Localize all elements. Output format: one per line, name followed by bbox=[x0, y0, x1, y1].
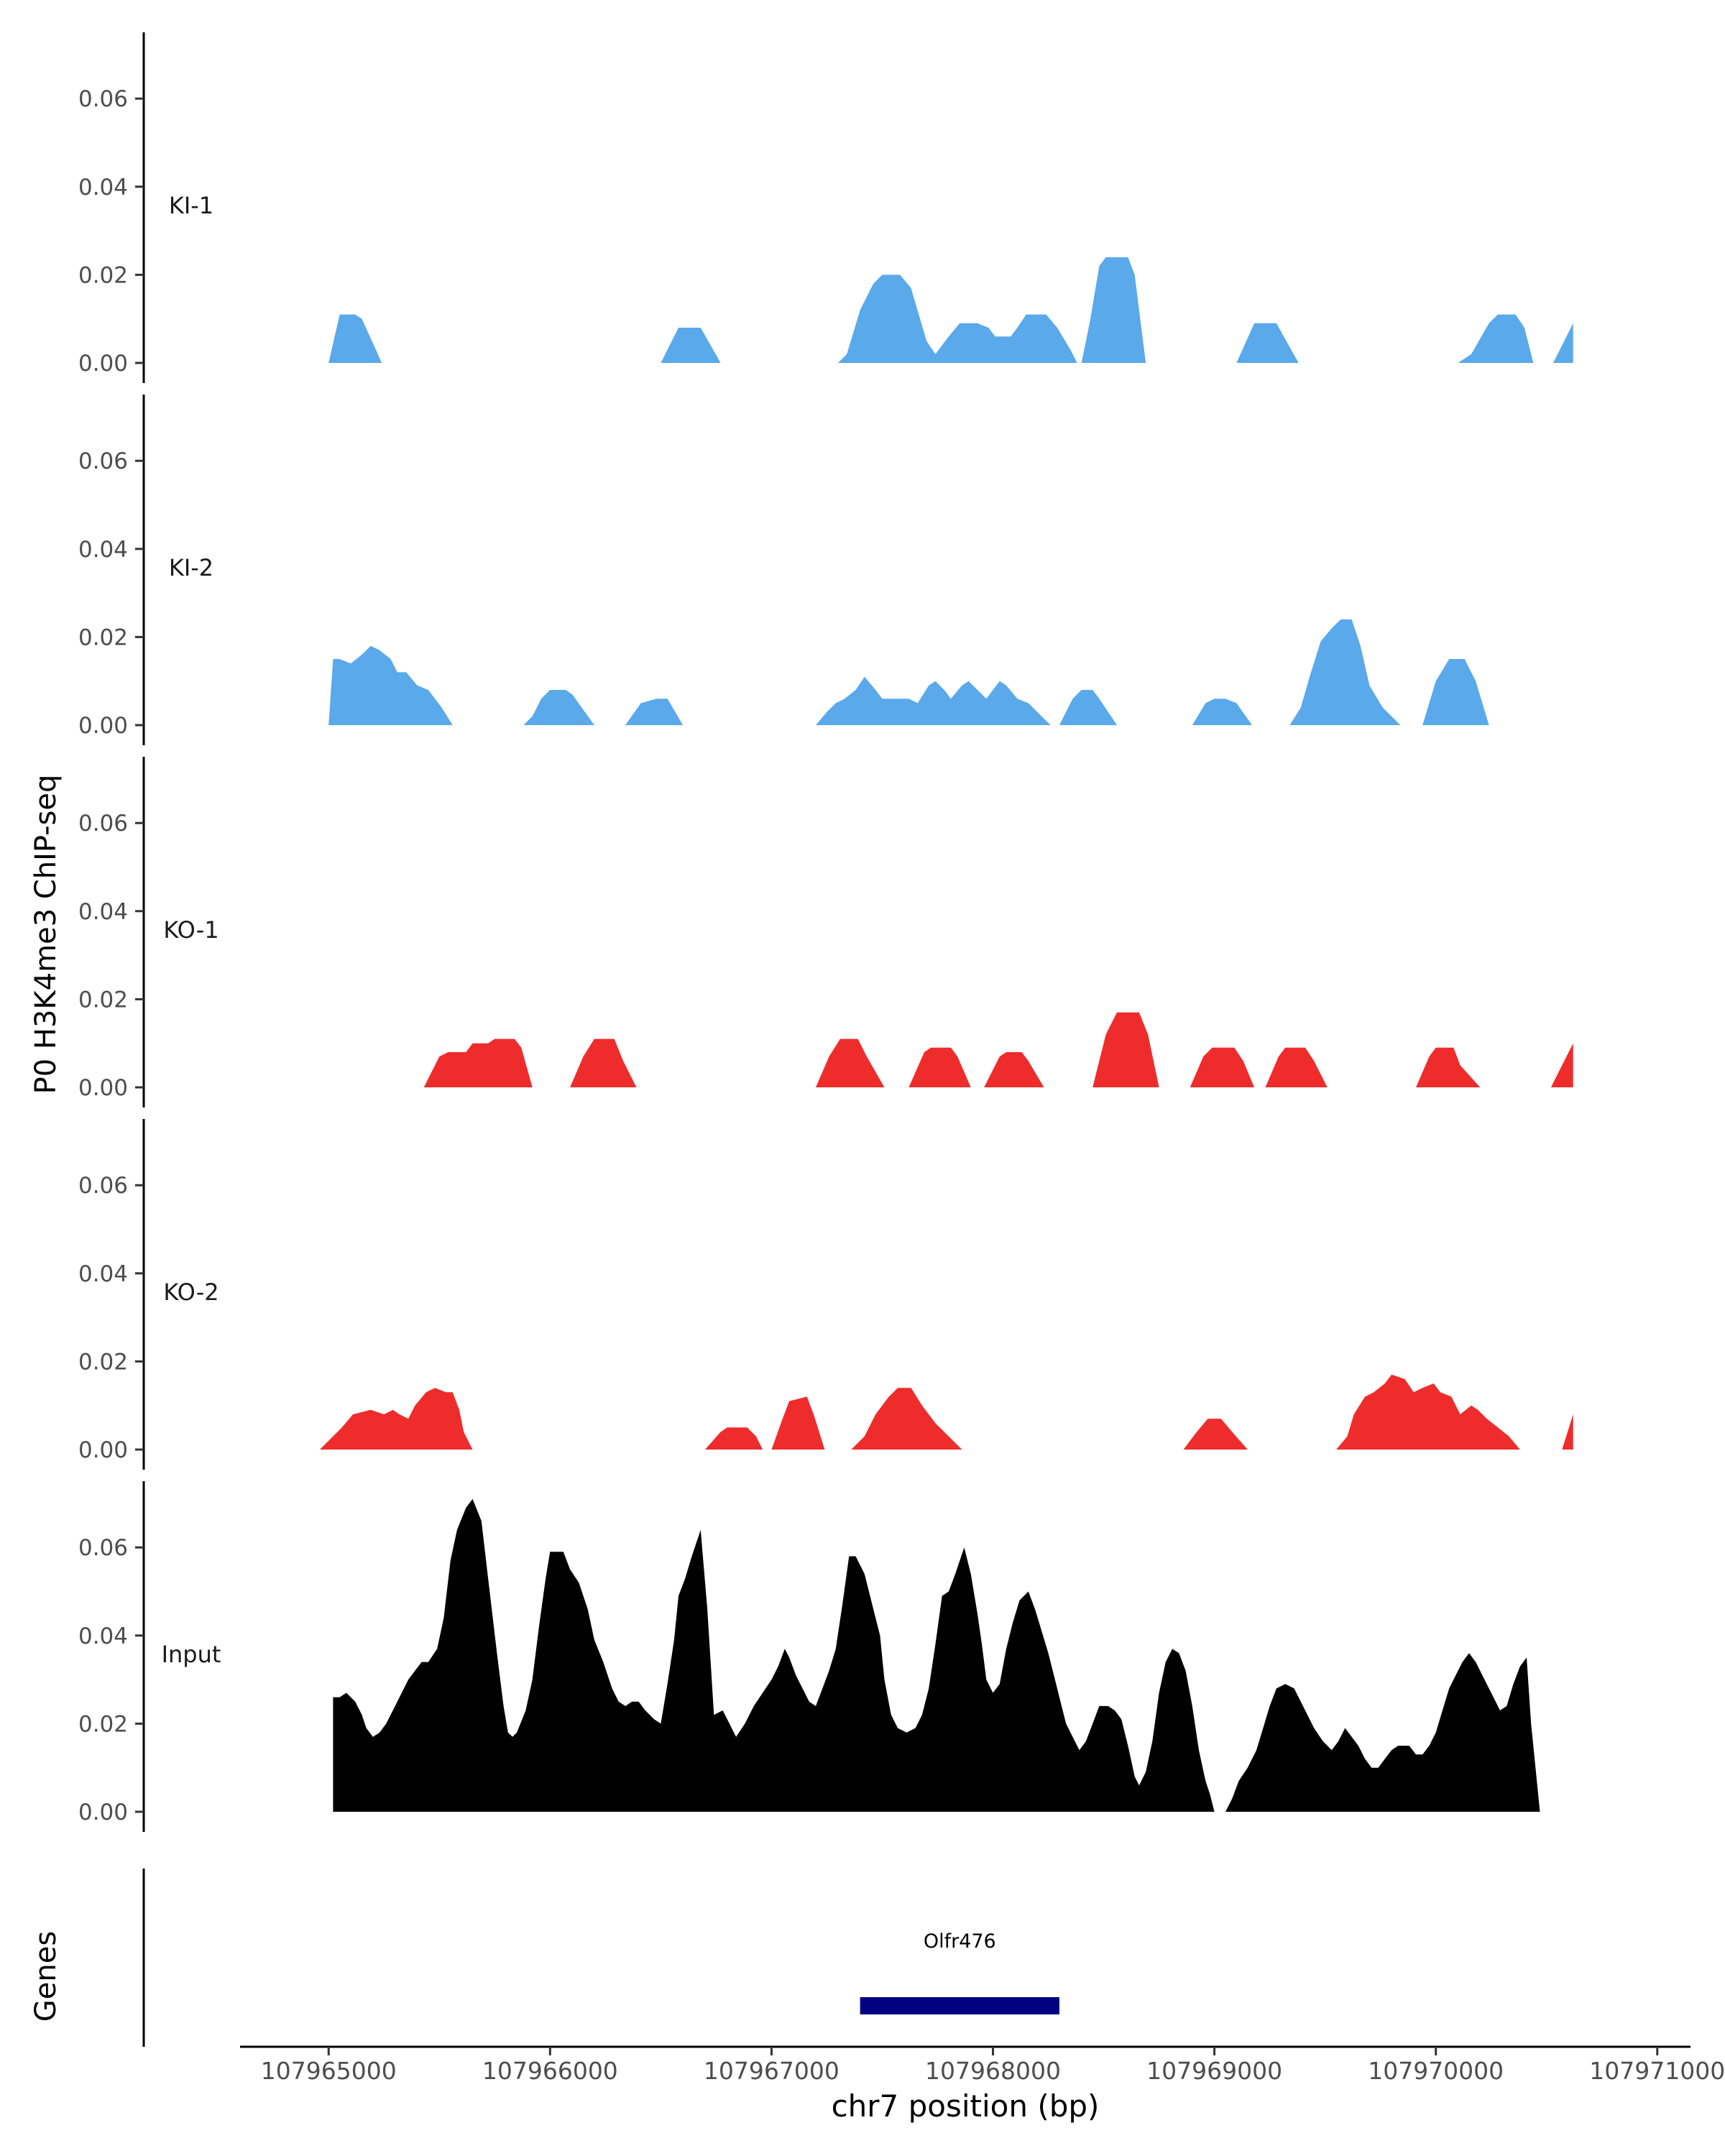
y-tick-label: 0.02 bbox=[78, 987, 128, 1013]
x-tick-label: 107966000 bbox=[482, 2057, 618, 2085]
track-label: KO-1 bbox=[163, 916, 218, 944]
coverage-area bbox=[328, 619, 1489, 725]
y-tick-label: 0.04 bbox=[78, 175, 128, 201]
genes-track-title: Genes bbox=[29, 1931, 63, 2022]
track-label: KO-2 bbox=[163, 1279, 218, 1306]
track-label: KI-1 bbox=[169, 192, 213, 219]
track-label: KI-2 bbox=[169, 554, 213, 581]
y-tick-label: 0.00 bbox=[78, 351, 128, 377]
x-tick-label: 107968000 bbox=[925, 2057, 1061, 2085]
y-tick-label: 0.06 bbox=[78, 1535, 128, 1561]
x-tick-label: 107965000 bbox=[261, 2057, 397, 2085]
y-tick-label: 0.06 bbox=[78, 86, 128, 112]
x-tick-label: 107969000 bbox=[1146, 2057, 1282, 2085]
track-panel: 0.00 0.02 0.04 0.06 KO-1 bbox=[78, 757, 1573, 1107]
track-panels: 0.00 0.02 0.04 0.06 KI-1 0.00 0.02 0.04 0.06 KI-2… bbox=[78, 32, 1573, 1832]
x-axis: 107965000 107966000 107967000 107968000 1079… bbox=[240, 2045, 1725, 2085]
coverage-area bbox=[319, 1374, 1573, 1450]
x-tick-label: 107971000 bbox=[1589, 2057, 1725, 2085]
y-tick-label: 0.06 bbox=[78, 1173, 128, 1199]
y-tick-label: 0.02 bbox=[78, 1711, 128, 1737]
y-tick-label: 0.04 bbox=[78, 899, 128, 925]
y-tick-label: 0.04 bbox=[78, 537, 128, 563]
y-tick-label: 0.06 bbox=[78, 811, 128, 837]
y-tick-label: 0.06 bbox=[78, 448, 128, 474]
genes-panel: Olfr476 bbox=[142, 1869, 1059, 2047]
x-axis-title: chr7 position (bp) bbox=[832, 2088, 1100, 2124]
y-tick-label: 0.00 bbox=[78, 1075, 128, 1101]
track-panel: 0.00 0.02 0.04 0.06 Input bbox=[78, 1481, 1540, 1832]
coverage-area bbox=[328, 257, 1573, 363]
y-tick-label: 0.00 bbox=[78, 1437, 128, 1463]
y-tick-label: 0.00 bbox=[78, 713, 128, 739]
track-panel: 0.00 0.02 0.04 0.06 KI-1 bbox=[78, 32, 1573, 383]
y-tick-label: 0.04 bbox=[78, 1623, 128, 1649]
gene-label: Olfr476 bbox=[924, 1930, 996, 1953]
x-tick-label: 107967000 bbox=[704, 2057, 840, 2085]
y-tick-label: 0.02 bbox=[78, 625, 128, 650]
x-tick-label: 107970000 bbox=[1368, 2057, 1504, 2085]
track-label: Input bbox=[162, 1641, 221, 1668]
y-tick-label: 0.00 bbox=[78, 1800, 128, 1825]
y-tick-label: 0.02 bbox=[78, 1349, 128, 1375]
gene-body bbox=[860, 1997, 1059, 2014]
track-panel: 0.00 0.02 0.04 0.06 KI-2 bbox=[78, 395, 1489, 745]
track-panel: 0.00 0.02 0.04 0.06 KO-2 bbox=[78, 1119, 1573, 1470]
coverage-area bbox=[333, 1498, 1540, 1812]
coverage-area bbox=[423, 1012, 1573, 1087]
y-tick-label: 0.02 bbox=[78, 262, 128, 288]
y-axis-title: P0 H3K4me3 ChIP-seq bbox=[29, 775, 63, 1095]
y-tick-label: 0.04 bbox=[78, 1261, 128, 1287]
